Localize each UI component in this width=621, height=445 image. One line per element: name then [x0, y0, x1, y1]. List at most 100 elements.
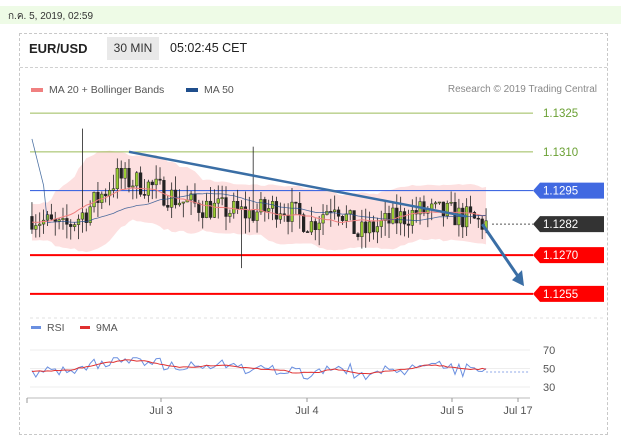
candle-body — [34, 225, 38, 230]
candle-body — [239, 206, 244, 210]
candle-body — [57, 219, 61, 222]
x-label-3: Jul 17 — [503, 405, 532, 417]
candle-body — [30, 216, 34, 230]
candle-body — [131, 185, 135, 188]
timeframe-button[interactable]: 30 MIN — [107, 37, 159, 60]
candle-body — [259, 199, 263, 213]
candle-body — [142, 194, 147, 196]
clock-label: 05:02:45 CET — [170, 41, 248, 55]
candle-body — [197, 202, 201, 213]
level-tag-5 — [533, 285, 604, 302]
candle-body — [368, 221, 372, 234]
candle-body — [92, 192, 96, 208]
candle-body — [445, 202, 449, 217]
chart-panel — [19, 33, 608, 435]
candle-body — [371, 221, 376, 233]
candle-body — [236, 201, 240, 210]
level-label-1: 1.1310 — [543, 147, 578, 159]
candle-body — [309, 221, 314, 233]
candle-body — [96, 192, 100, 203]
candle-body — [263, 199, 267, 212]
candle-body — [406, 223, 411, 226]
candle-body — [189, 193, 193, 201]
candle-body — [181, 201, 185, 204]
candle-body — [410, 210, 414, 226]
candle-body — [278, 213, 282, 220]
candle-body — [344, 213, 348, 221]
level-label-4: 1.1270 — [543, 250, 578, 262]
level-tag-3 — [533, 216, 604, 233]
candle-body — [379, 220, 383, 227]
level-label-5: 1.1255 — [543, 289, 578, 301]
candle-body — [212, 202, 216, 218]
rsi-ma-label: 9MA — [96, 322, 118, 334]
rsi-swatch — [31, 326, 41, 329]
candle-body — [437, 201, 442, 204]
ma20-swatch — [31, 88, 43, 93]
candle-body — [468, 206, 473, 213]
candle-body — [251, 210, 255, 221]
candle-body — [61, 218, 65, 221]
candles — [30, 128, 488, 269]
ma20-line — [31, 187, 487, 224]
x-label-0: Jul 3 — [149, 405, 172, 417]
candle-body — [177, 202, 182, 206]
candle-body — [387, 213, 391, 224]
candle-body — [305, 231, 310, 233]
candle-body — [449, 202, 453, 204]
candle-body — [402, 211, 407, 225]
candle-body — [69, 224, 73, 227]
candle-body — [364, 221, 368, 234]
rsi-ma-swatch — [80, 326, 90, 329]
candle-body — [461, 207, 465, 228]
level-label-3: 1.1282 — [543, 219, 578, 231]
candle-body — [290, 201, 294, 222]
candle-body — [111, 188, 116, 191]
candle-body — [255, 211, 259, 221]
candle-body — [232, 201, 236, 214]
candle-body — [139, 172, 143, 195]
rsi-label: RSI — [47, 322, 65, 334]
rsi-tick-50: 50 — [543, 364, 555, 376]
rsi-line — [31, 357, 487, 381]
candle-body — [472, 212, 477, 219]
legend-ma50: MA 50 — [186, 84, 234, 96]
candle-body — [243, 206, 248, 219]
trendline — [128, 150, 467, 218]
candle-body — [115, 168, 119, 190]
candle-body — [123, 167, 127, 179]
ma50-swatch — [186, 88, 198, 93]
candle-body — [208, 200, 213, 218]
x-label-2: Jul 5 — [440, 405, 463, 417]
x-label-1: Jul 4 — [295, 405, 318, 417]
candle-body — [119, 168, 123, 179]
candle-body — [41, 219, 46, 225]
projection-arrow — [481, 223, 522, 281]
candle-body — [154, 178, 158, 186]
candle-body — [201, 212, 205, 218]
bollinger-fill — [31, 150, 487, 253]
credit-text: Research © 2019 Trading Central — [447, 84, 597, 95]
candle-body — [166, 205, 170, 208]
level-label-2: 1.1295 — [543, 186, 578, 198]
candle-body — [395, 207, 399, 224]
candle-body — [204, 200, 209, 218]
candle-body — [360, 221, 364, 237]
candle-body — [228, 212, 232, 217]
bollinger-band — [31, 150, 487, 253]
legend-ma50-label: MA 50 — [204, 84, 234, 96]
candle-body — [80, 212, 85, 220]
candle-body — [224, 197, 228, 217]
level-label-0: 1.1325 — [543, 108, 578, 120]
candle-body — [313, 221, 317, 231]
ma50-line — [31, 138, 487, 224]
candle-body — [216, 198, 220, 204]
candle-body — [84, 212, 88, 223]
date-bar: ก.ค. 5, 2019, 02:59 — [0, 6, 621, 24]
candle-body — [49, 214, 53, 220]
candle-body — [267, 208, 271, 212]
candle-body — [73, 224, 77, 227]
candle-body — [414, 210, 418, 215]
candle-body — [135, 172, 139, 187]
